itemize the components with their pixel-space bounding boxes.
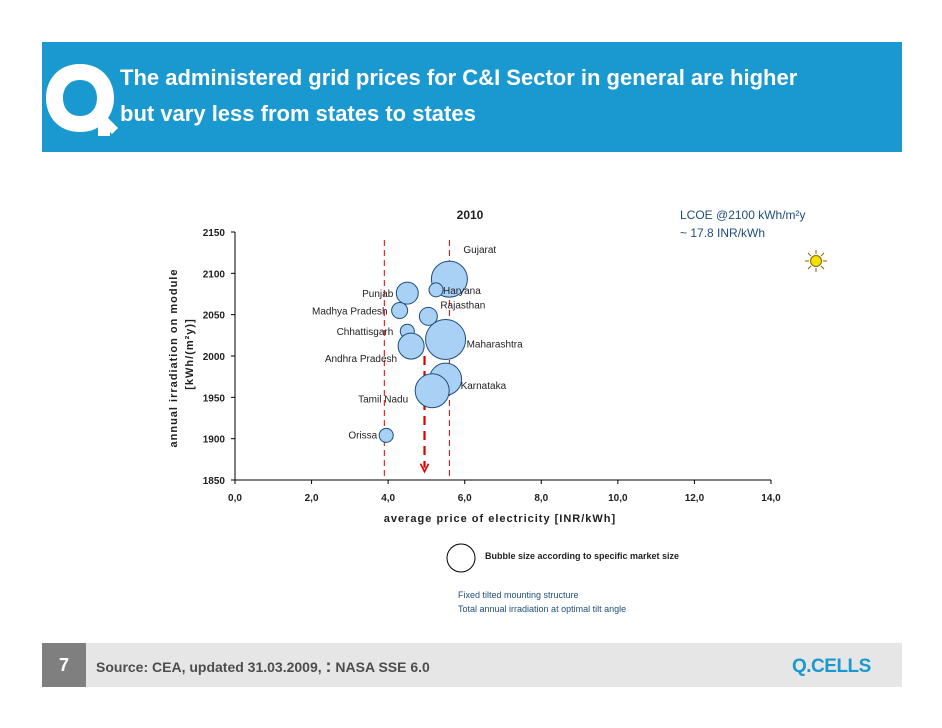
x-tick-group: 0,0 2,0 4,0 6,0 8,0 10,0 12,0 14,0 bbox=[228, 480, 781, 504]
bubble-label: Madhya Pradesh bbox=[312, 307, 388, 318]
x-tick-label: 8,0 bbox=[534, 493, 548, 504]
bubble-label: Chhattisgarh bbox=[337, 327, 394, 338]
bubble-label: Karnataka bbox=[461, 381, 507, 392]
source-text-tail: NASA SSE 6.0 bbox=[331, 659, 430, 675]
lcoe-annotation-line1: LCOE @2100 kWh/m²y bbox=[680, 208, 806, 222]
bubble-point bbox=[397, 332, 425, 360]
qcells-logo: Q.CELLS bbox=[792, 656, 871, 677]
bubble-label: Punjab bbox=[362, 289, 394, 300]
source-note: Source: CEA, updated 31.03.2009, : NASA … bbox=[96, 656, 430, 677]
y-tick-group: 1850 1900 1950 2000 2050 2100 2150 bbox=[203, 228, 235, 487]
y-tick-label: 2100 bbox=[203, 269, 226, 280]
x-tick-label: 6,0 bbox=[458, 493, 472, 504]
bubble-legend-text: Bubble size according to specific market… bbox=[485, 551, 679, 561]
x-tick-label: 0,0 bbox=[228, 493, 242, 504]
bubble-label: Tamil Nadu bbox=[358, 395, 408, 406]
lcoe-annotation-line2: ~ 17.8 INR/kWh bbox=[680, 226, 765, 240]
page-number: 7 bbox=[42, 643, 86, 687]
bubble-point bbox=[425, 318, 467, 360]
slide-title-line2: but vary less from states to states bbox=[120, 101, 476, 126]
x-tick-label: 2,0 bbox=[305, 493, 319, 504]
bubble-legend-icon bbox=[446, 543, 476, 573]
source-text-head: Source: CEA, updated 31.03.2009, bbox=[96, 659, 326, 675]
y-axis-label-line1: annual irradiation on module bbox=[168, 269, 180, 448]
bubble-label: Rajasthan bbox=[440, 300, 485, 311]
chart-title: 2010 bbox=[457, 208, 484, 222]
bubble-point bbox=[395, 281, 419, 305]
footer-bar bbox=[42, 643, 902, 687]
marker-arrowhead-icon bbox=[419, 463, 430, 474]
y-tick-label: 2050 bbox=[203, 311, 226, 322]
x-tick-label: 4,0 bbox=[381, 493, 395, 504]
bubble-label-group: Gujarat Haryana Punjab Rajasthan Madhya Prad… bbox=[312, 245, 523, 441]
slide-title: The administered grid prices for C&I Sec… bbox=[120, 60, 880, 132]
q-logo-icon bbox=[46, 64, 118, 136]
bubble-label: Gujarat bbox=[463, 245, 496, 256]
note-line1: Fixed tilted mounting structure bbox=[458, 590, 579, 600]
source-colon: : bbox=[325, 656, 332, 676]
y-axis-label-line2: [kWh/(m²y)] bbox=[184, 318, 196, 390]
sun-icon bbox=[805, 250, 827, 272]
x-tick-label: 12,0 bbox=[685, 493, 705, 504]
bubble-point bbox=[378, 427, 394, 443]
bubble-label: Maharashtra bbox=[467, 339, 524, 350]
bubble-label: Orissa bbox=[348, 430, 377, 441]
chart-axes bbox=[234, 232, 771, 481]
y-tick-label: 1900 bbox=[203, 435, 226, 446]
bubble-point bbox=[428, 282, 444, 298]
bubble-label: Andhra Pradesh bbox=[325, 354, 397, 365]
note-line2: Total annual irradiation at optimal tilt… bbox=[458, 604, 626, 614]
bubble-point bbox=[418, 306, 438, 326]
qcells-logo-text: Q.CELLS bbox=[792, 656, 871, 677]
y-tick-label: 2150 bbox=[203, 228, 226, 239]
x-axis-label: average price of electricity [INR/kWh] bbox=[384, 513, 616, 525]
bubble-label: Haryana bbox=[443, 286, 481, 297]
bubble-group bbox=[378, 260, 468, 443]
slide-title-line1: The administered grid prices for C&I Sec… bbox=[120, 65, 798, 90]
x-tick-label: 14,0 bbox=[761, 493, 781, 504]
title-bar bbox=[42, 42, 902, 152]
y-tick-label: 1950 bbox=[203, 393, 226, 404]
bubble-point bbox=[391, 302, 409, 320]
y-tick-label: 1850 bbox=[203, 476, 226, 487]
y-tick-label: 2000 bbox=[203, 352, 226, 363]
bubble-point bbox=[414, 373, 450, 409]
x-tick-label: 10,0 bbox=[608, 493, 628, 504]
